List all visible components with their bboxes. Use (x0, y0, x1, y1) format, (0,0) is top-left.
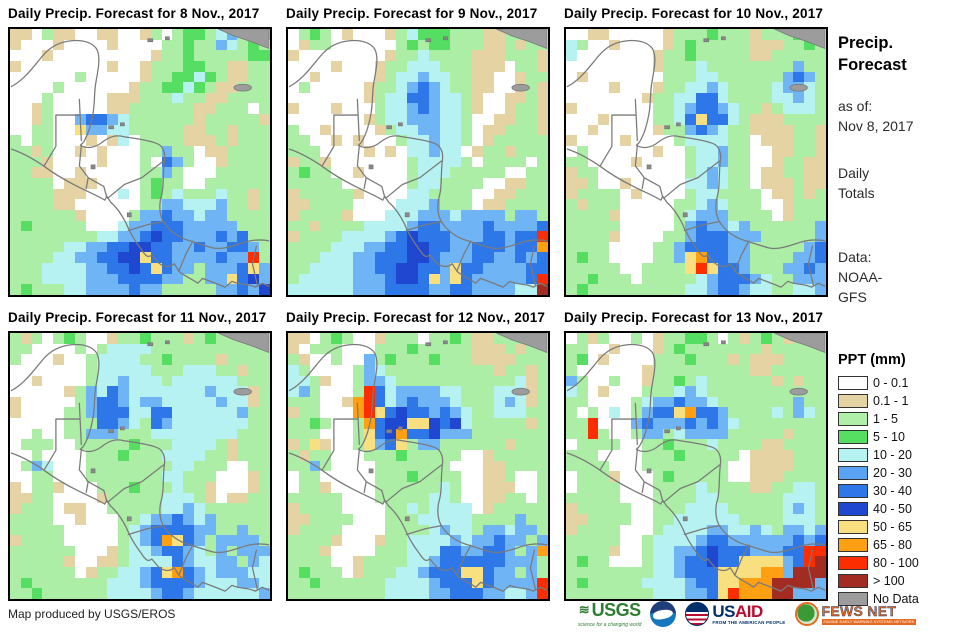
data-source-block: Data: NOAA- GFS (838, 247, 882, 307)
map-set-title-line2: Forecast (838, 56, 907, 74)
usgs-tagline: science for a changing world (578, 621, 642, 628)
usgs-logo: ≋ USGS science for a changing world (578, 601, 641, 628)
legend-item: 40 - 50 (838, 500, 968, 518)
precip-map-13-nov (564, 331, 828, 601)
precip-grid (10, 29, 270, 295)
precip-grid (10, 333, 270, 599)
panel-13-nov: Daily Precip. Forecast for 13 Nov., 2017 (564, 309, 830, 601)
map-set-title: Precip. Forecast (838, 32, 907, 76)
precip-map-12-nov (286, 331, 550, 601)
partner-logos: ≋ USGS science for a changing world USAI… (578, 598, 917, 630)
legend-label: 0 - 0.1 (873, 376, 909, 390)
legend-label: 10 - 20 (873, 448, 912, 462)
panel-title: Daily Precip. Forecast for 13 Nov., 2017 (564, 310, 824, 325)
usgs-wordmark: USGS (591, 599, 642, 620)
panel-11-nov: Daily Precip. Forecast for 11 Nov., 2017 (8, 309, 274, 601)
precip-map-10-nov (564, 27, 828, 297)
panel-title: Daily Precip. Forecast for 9 Nov., 2017 (286, 6, 538, 21)
legend-item: 50 - 65 (838, 518, 968, 536)
legend-swatch (838, 574, 868, 588)
legend-swatch (838, 484, 868, 498)
panel-12-nov: Daily Precip. Forecast for 12 Nov., 2017 (286, 309, 552, 601)
panel-9-nov: Daily Precip. Forecast for 9 Nov., 2017 (286, 5, 552, 297)
data-source-label: Data: (838, 249, 872, 265)
precip-map-11-nov (8, 331, 272, 601)
fews-net-tagline: FAMINE EARLY WARNING SYSTEMS NETWORK (821, 618, 917, 625)
legend-swatch (838, 520, 868, 534)
legend-label: 80 - 100 (873, 556, 919, 570)
usaid-logo: USAID FROM THE AMERICAN PEOPLE (685, 602, 785, 626)
panel-8-nov: Daily Precip. Forecast for 8 Nov., 2017 (8, 5, 274, 297)
data-source-line2: GFS (838, 289, 867, 305)
fews-net-globe-icon (794, 602, 819, 626)
totals-line2: Totals (838, 185, 875, 201)
legend-label: 40 - 50 (873, 502, 912, 516)
legend-item: 80 - 100 (838, 554, 968, 572)
panel-title: Daily Precip. Forecast for 8 Nov., 2017 (8, 6, 260, 21)
legend-rows: 0 - 0.1 0.1 - 1 1 - 5 5 - 10 10 - 20 20 - 30 3… (838, 374, 968, 608)
noaa-logo (650, 601, 677, 627)
fews-net-logo: FEWS NET FAMINE EARLY WARNING SYSTEMS NE… (794, 602, 917, 626)
precip-grid (288, 333, 548, 599)
legend-label: 5 - 10 (873, 430, 905, 444)
as-of-label: as of: (838, 98, 873, 114)
legend-label: No Data (873, 592, 919, 606)
usaid-seal-icon (685, 602, 710, 626)
legend-label: 0.1 - 1 (873, 394, 909, 408)
legend-swatch (838, 538, 868, 552)
legend-item: 1 - 5 (838, 410, 968, 428)
legend-label: 65 - 80 (873, 538, 912, 552)
precip-map-8-nov (8, 27, 272, 297)
noaa-bird-icon (652, 608, 674, 621)
panel-10-nov: Daily Precip. Forecast for 10 Nov., 2017 (564, 5, 830, 297)
as-of-block: as of: Nov 8, 2017 (838, 96, 914, 136)
panel-title: Daily Precip. Forecast for 12 Nov., 2017 (286, 310, 546, 325)
map-set-title-line1: Precip. (838, 34, 894, 52)
panel-title: Daily Precip. Forecast for 10 Nov., 2017 (564, 6, 824, 21)
legend-swatch (838, 502, 868, 516)
precip-grid (288, 29, 548, 295)
legend-label: 50 - 65 (873, 520, 912, 534)
legend-swatch (838, 376, 868, 390)
precip-grid (566, 29, 826, 295)
legend-swatch (838, 592, 868, 606)
legend-label: 1 - 5 (873, 412, 899, 426)
precip-map-9-nov (286, 27, 550, 297)
precip-grid (566, 333, 826, 599)
legend-swatch (838, 394, 868, 408)
totals-line1: Daily (838, 165, 870, 181)
legend-swatch (838, 556, 868, 570)
precip-legend: PPT (mm) 0 - 0.1 0.1 - 1 1 - 5 5 - 10 10 - 2… (838, 352, 968, 608)
legend-swatch (838, 466, 868, 480)
legend-item: 10 - 20 (838, 446, 968, 464)
legend-swatch (838, 430, 868, 444)
legend-item: > 100 (838, 572, 968, 590)
legend-item: 30 - 40 (838, 482, 968, 500)
legend-label: > 100 (873, 574, 905, 588)
as-of-date: Nov 8, 2017 (838, 118, 914, 134)
noaa-seal-icon (650, 601, 677, 627)
map-credit: Map produced by USGS/EROS (8, 607, 176, 621)
legend-swatch (838, 448, 868, 462)
legend-item: No Data (838, 590, 968, 608)
legend-label: 20 - 30 (873, 466, 912, 480)
usaid-tagline: FROM THE AMERICAN PEOPLE (712, 619, 786, 625)
legend-item: 65 - 80 (838, 536, 968, 554)
legend-title: PPT (mm) (838, 352, 906, 368)
panel-title: Daily Precip. Forecast for 11 Nov., 2017 (8, 310, 267, 325)
usaid-wordmark: USAID (712, 601, 763, 621)
totals-block: Daily Totals (838, 163, 875, 203)
legend-item: 0.1 - 1 (838, 392, 968, 410)
fews-net-wordmark: FEWS NET (821, 602, 897, 619)
legend-item: 0 - 0.1 (838, 374, 968, 392)
legend-label: 30 - 40 (873, 484, 912, 498)
usgs-wave-icon: ≋ (578, 602, 590, 617)
data-source-line1: NOAA- (838, 269, 883, 285)
legend-swatch (838, 412, 868, 426)
legend-item: 5 - 10 (838, 428, 968, 446)
legend-item: 20 - 30 (838, 464, 968, 482)
